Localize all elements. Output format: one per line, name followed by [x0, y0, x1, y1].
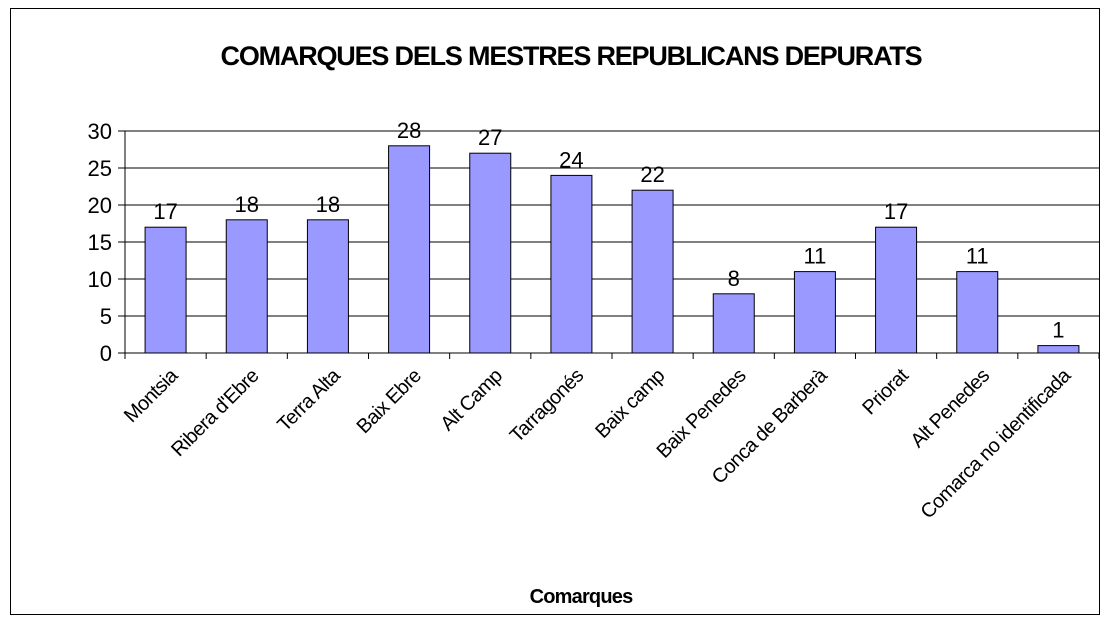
- y-tick-label: 30: [88, 119, 112, 144]
- bar: [956, 271, 999, 354]
- x-axis-label: Comarques: [530, 586, 634, 608]
- y-tick-label: 0: [100, 341, 112, 366]
- data-label: 1: [1052, 318, 1064, 343]
- bar: [631, 189, 674, 354]
- y-tick-label: 5: [100, 304, 112, 329]
- y-tick-label: 10: [88, 267, 112, 292]
- data-label: 18: [235, 192, 259, 217]
- y-tick-labels: 0 5 10 15 20 25 30: [88, 119, 112, 366]
- data-label: 11: [803, 244, 826, 269]
- data-label: 18: [316, 192, 340, 217]
- bar: [712, 293, 755, 354]
- bar: [550, 174, 593, 354]
- x-tick-label: Ribera d'Ebre: [167, 365, 263, 461]
- y-tick-label: 20: [88, 193, 112, 218]
- chart-title: COMARQUES DELS MESTRES REPUBLICANS DEPUR…: [221, 41, 922, 71]
- bar: [469, 152, 512, 354]
- bar: [225, 219, 268, 354]
- data-label: 27: [478, 125, 502, 150]
- bar-chart: COMARQUES DELS MESTRES REPUBLICANS DEPUR…: [88, 41, 1099, 608]
- x-tick-label: Baix Ebre: [353, 365, 426, 438]
- x-tick-label: Alt Penedes: [907, 365, 995, 453]
- data-label: 17: [884, 199, 908, 224]
- chart-frame: COMARQUES DELS MESTRES REPUBLICANS DEPUR…: [10, 8, 1100, 615]
- data-label: 8: [728, 266, 740, 291]
- bars: [144, 145, 1080, 354]
- bar: [1037, 345, 1080, 354]
- bar: [875, 226, 918, 354]
- bar: [306, 219, 349, 354]
- bar: [793, 271, 836, 354]
- data-label: 28: [397, 118, 421, 143]
- x-tick-label: Alt Camp: [436, 365, 507, 436]
- data-label: 11: [966, 244, 989, 269]
- x-tick-label: Montsia: [120, 364, 183, 427]
- bar: [144, 226, 187, 354]
- x-tick-label: Tarragonés: [506, 365, 588, 447]
- x-tick-label: Priorat: [858, 364, 913, 419]
- data-label: 17: [153, 199, 177, 224]
- bar: [388, 145, 431, 354]
- axes: [118, 130, 1099, 359]
- y-tick-label: 25: [88, 156, 112, 181]
- gridlines: [125, 130, 1099, 317]
- data-label: 24: [559, 147, 583, 172]
- data-label: 22: [640, 162, 664, 187]
- x-tick-label: Baix camp: [591, 365, 669, 443]
- x-tick-label: Terra Alta: [273, 364, 345, 436]
- y-tick-label: 15: [88, 230, 112, 255]
- x-tick-label: Comarca no identificada: [917, 364, 1076, 523]
